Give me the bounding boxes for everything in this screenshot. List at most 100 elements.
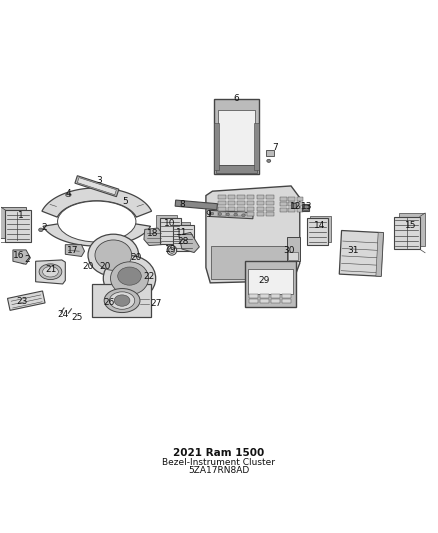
Ellipse shape — [110, 262, 148, 295]
Ellipse shape — [118, 267, 141, 285]
Text: 7: 7 — [272, 143, 278, 152]
Bar — [249, 294, 258, 298]
Text: 23: 23 — [16, 297, 27, 306]
Text: 9: 9 — [205, 209, 211, 219]
Text: 2021 Ram 1500: 2021 Ram 1500 — [173, 448, 265, 458]
Ellipse shape — [114, 295, 130, 306]
Bar — [376, 232, 383, 276]
Bar — [266, 207, 274, 211]
Bar — [7, 291, 45, 310]
Text: 20: 20 — [131, 253, 142, 262]
Ellipse shape — [234, 213, 237, 216]
Bar — [92, 284, 151, 317]
Bar — [159, 217, 180, 244]
Bar — [282, 294, 290, 298]
Bar — [218, 195, 226, 199]
Bar — [394, 216, 420, 249]
Bar — [211, 246, 292, 279]
Text: 10: 10 — [164, 219, 176, 228]
Ellipse shape — [167, 246, 177, 255]
Ellipse shape — [104, 288, 140, 312]
Ellipse shape — [42, 266, 58, 277]
Ellipse shape — [66, 193, 71, 197]
Bar — [290, 203, 296, 207]
Bar — [257, 195, 264, 199]
Text: 22: 22 — [144, 272, 155, 281]
Bar — [339, 230, 383, 276]
Bar — [75, 176, 119, 197]
Bar — [266, 195, 274, 199]
Text: 11: 11 — [176, 228, 187, 237]
Ellipse shape — [95, 240, 132, 270]
Bar — [228, 201, 235, 205]
Bar — [297, 197, 303, 200]
Text: 5: 5 — [122, 197, 128, 206]
Ellipse shape — [267, 159, 271, 163]
Bar — [310, 216, 331, 242]
Bar — [271, 294, 280, 298]
Bar — [257, 207, 264, 211]
Text: 8: 8 — [179, 199, 185, 208]
Text: 15: 15 — [405, 221, 417, 230]
Text: 12: 12 — [290, 202, 301, 211]
Bar — [307, 219, 328, 245]
Ellipse shape — [242, 214, 245, 216]
Polygon shape — [65, 245, 85, 256]
Bar — [297, 203, 303, 206]
Text: 26: 26 — [103, 298, 115, 307]
Ellipse shape — [103, 256, 155, 301]
Bar — [214, 99, 259, 174]
Polygon shape — [179, 232, 199, 253]
Text: Bezel-Instrument Cluster: Bezel-Instrument Cluster — [162, 458, 276, 467]
Text: 20: 20 — [82, 262, 94, 271]
Text: 31: 31 — [348, 246, 359, 255]
Bar — [237, 207, 245, 211]
Ellipse shape — [57, 201, 136, 242]
Text: 1: 1 — [18, 211, 23, 220]
Bar — [169, 222, 190, 248]
Bar — [288, 197, 295, 200]
Polygon shape — [43, 224, 151, 246]
Bar — [247, 212, 254, 216]
Bar — [280, 197, 287, 200]
Bar — [156, 215, 177, 241]
Ellipse shape — [88, 234, 139, 276]
Bar — [237, 195, 245, 199]
Text: 14: 14 — [314, 221, 325, 230]
Bar — [254, 123, 259, 170]
Bar — [271, 300, 280, 303]
Text: 18: 18 — [147, 229, 159, 238]
Bar — [175, 200, 217, 210]
Ellipse shape — [210, 212, 214, 215]
Text: 25: 25 — [71, 313, 83, 322]
Polygon shape — [42, 188, 152, 217]
Bar — [287, 237, 300, 261]
Bar — [257, 212, 264, 216]
Bar — [228, 212, 235, 216]
Text: 27: 27 — [150, 299, 161, 308]
Bar — [218, 212, 226, 216]
Bar — [78, 177, 117, 195]
Bar — [228, 207, 235, 211]
Ellipse shape — [39, 228, 43, 231]
Text: 28: 28 — [177, 237, 189, 246]
Text: 2: 2 — [42, 223, 47, 232]
Bar — [249, 300, 258, 303]
Bar — [288, 203, 295, 206]
Bar — [399, 213, 425, 246]
Text: 2: 2 — [24, 255, 30, 264]
Bar — [266, 201, 274, 205]
Bar — [173, 225, 194, 251]
Ellipse shape — [226, 213, 230, 216]
Bar — [214, 123, 219, 170]
Bar — [303, 205, 307, 210]
Text: 20: 20 — [100, 262, 111, 271]
Text: 17: 17 — [67, 246, 78, 255]
Bar — [247, 207, 254, 211]
Text: 24: 24 — [57, 310, 68, 319]
Text: 19: 19 — [165, 245, 177, 254]
Text: 4: 4 — [66, 189, 71, 198]
Polygon shape — [13, 250, 30, 264]
Polygon shape — [144, 228, 164, 246]
Ellipse shape — [110, 292, 135, 309]
